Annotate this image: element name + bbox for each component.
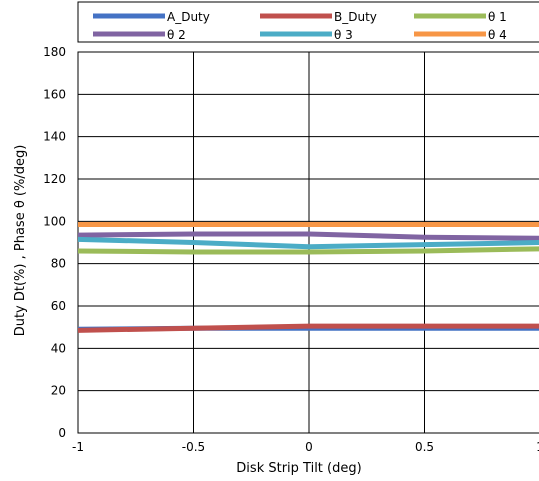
y-tick-label: 80 <box>51 257 66 271</box>
legend-label-θ2: θ 2 <box>167 28 186 42</box>
legend-label-θ4: θ 4 <box>488 28 507 42</box>
y-tick-label: 0 <box>58 426 66 440</box>
series-line-θ1 <box>77 246 539 255</box>
legend-label-A_Duty: A_Duty <box>167 10 210 24</box>
legend-label-θ3: θ 3 <box>334 28 353 42</box>
y-tick-label: 20 <box>51 384 66 398</box>
x-tick-label: -1 <box>72 440 84 454</box>
legend-label-θ1: θ 1 <box>488 10 507 24</box>
y-tick-label: 100 <box>43 214 66 228</box>
y-tick-label: 120 <box>43 172 66 186</box>
y-axis-label: Duty Dt(%) , Phase θ (%/deg) <box>13 145 28 337</box>
x-tick-label: -0.5 <box>182 440 205 454</box>
series-line-θ2 <box>77 231 539 241</box>
y-tick-label: 160 <box>43 87 66 101</box>
series-line-B_Duty <box>77 323 539 333</box>
legend: A_Duty B_Duty θ 1 θ 2 θ 3 θ 4 <box>77 1 539 43</box>
y-tick-label: 180 <box>43 45 66 59</box>
series-line-θ3 <box>77 236 539 250</box>
x-tick-label: 0 <box>305 440 313 454</box>
x-tick-label: 0.5 <box>415 440 434 454</box>
y-tick-label: 140 <box>43 130 66 144</box>
plot-area: 0 20 40 60 80 100 120 140 160 180 -1 -0.5 0 0.5 1 <box>43 45 539 454</box>
y-tick-label: 60 <box>51 299 66 313</box>
x-tick-label: 1 <box>536 440 539 454</box>
legend-label-B_Duty: B_Duty <box>334 10 377 24</box>
y-tick-label: 40 <box>51 341 66 355</box>
x-axis-label: Disk Strip Tilt (deg) <box>236 461 361 476</box>
